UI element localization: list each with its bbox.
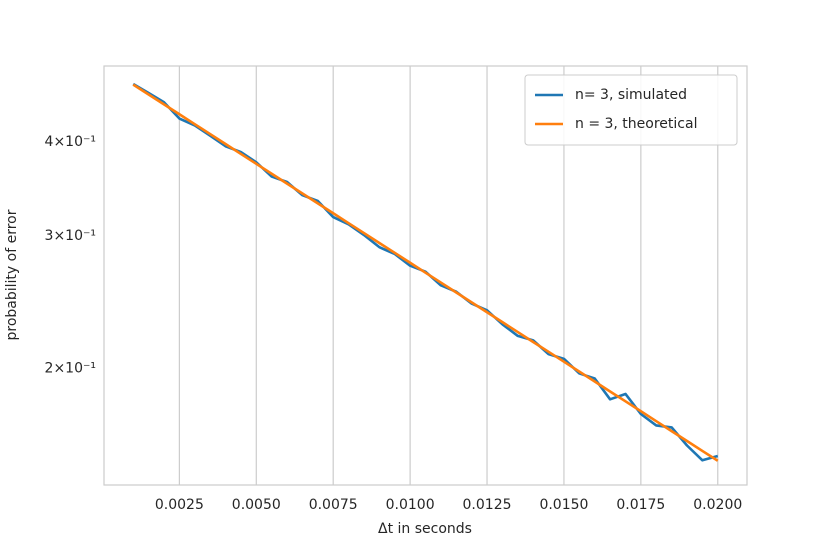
x-tick-label: 0.0150 (539, 497, 588, 513)
y-tick-label: 2×10⁻¹ (45, 361, 96, 377)
legend-box (524, 74, 738, 146)
x-tick-label: 0.0050 (232, 497, 281, 513)
x-axis-label: Δt in seconds (378, 521, 472, 537)
x-tick-label: 0.0100 (386, 497, 435, 513)
plot-frame (103, 65, 748, 486)
x-tick-label: 0.0200 (693, 497, 742, 513)
y-tick-label: 4×10⁻¹ (45, 134, 96, 150)
y-axis-label: probability of error (4, 209, 20, 340)
x-tick-label: 0.0025 (155, 497, 204, 513)
legend-label: n = 3, theoretical (575, 116, 697, 132)
data-line (132, 83, 719, 462)
legend-label: n= 3, simulated (575, 87, 687, 103)
x-tick-label: 0.0125 (463, 497, 512, 513)
y-tick-label: 3×10⁻¹ (45, 228, 96, 244)
x-tick-label: 0.0075 (309, 497, 358, 513)
x-tick-label: 0.0175 (616, 497, 665, 513)
